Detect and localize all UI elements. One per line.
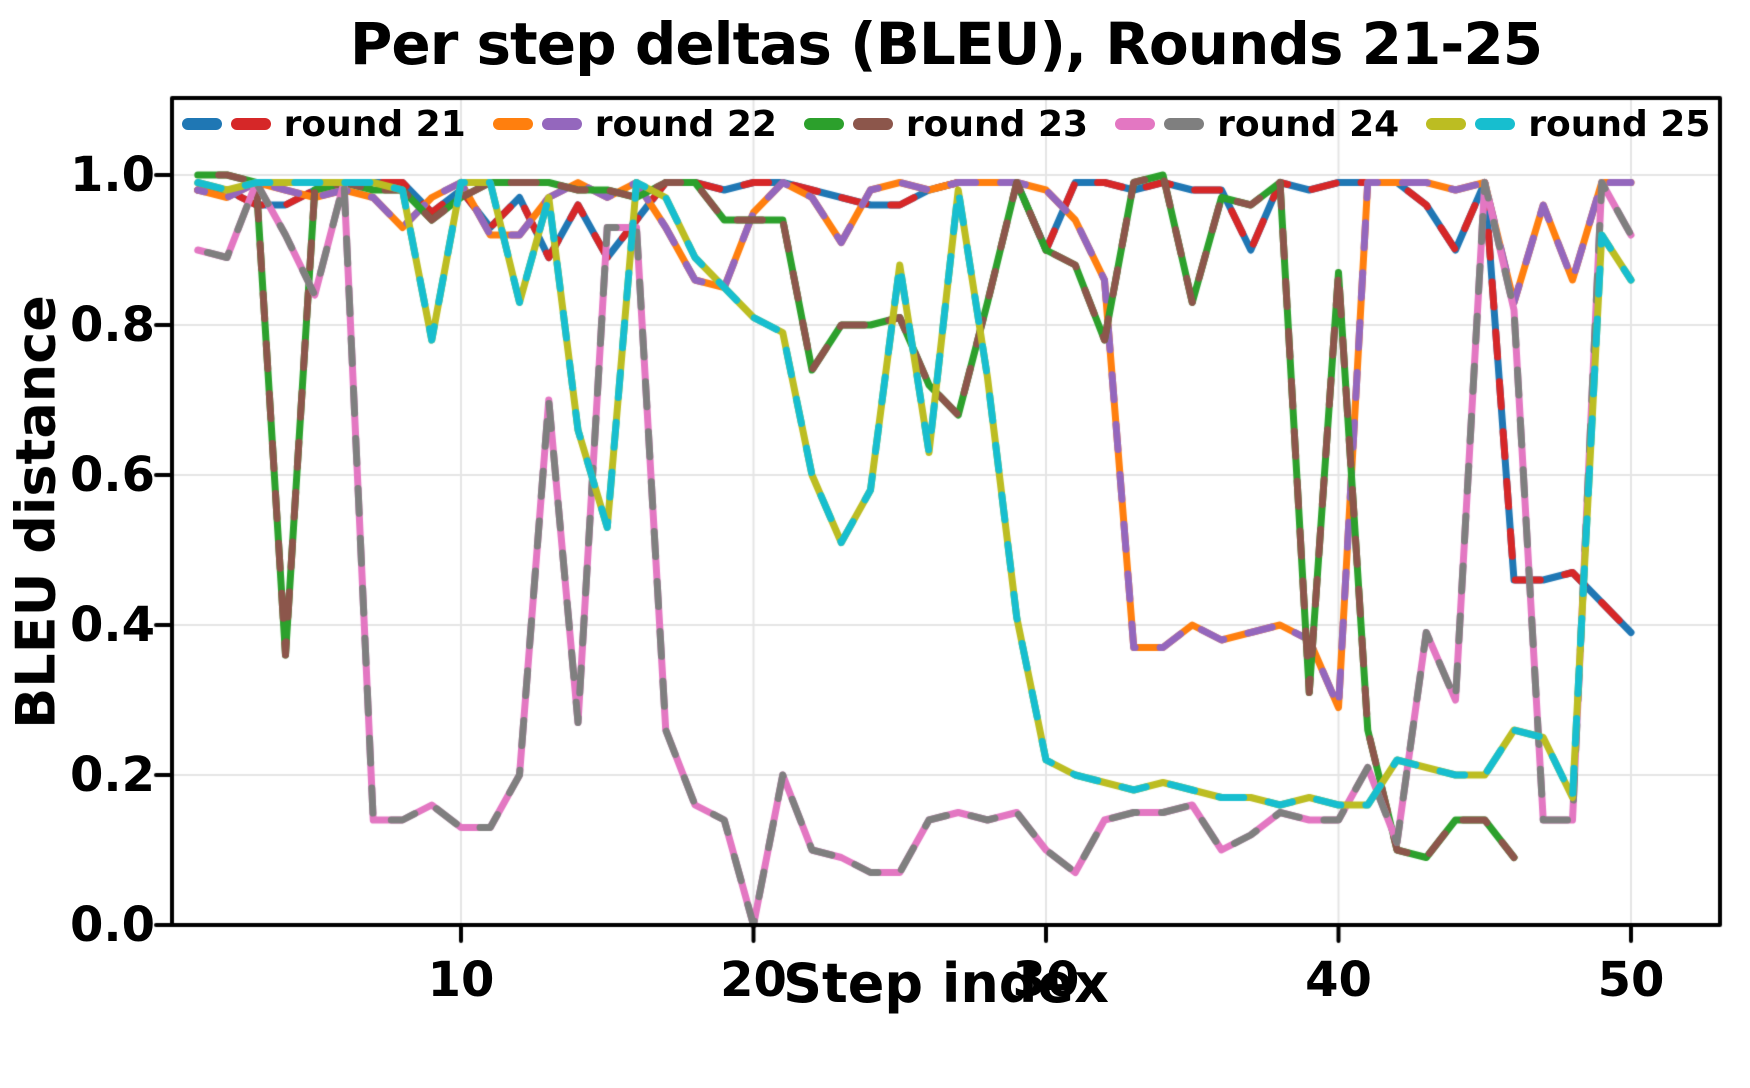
legend-item-round-25: round 25: [1426, 104, 1710, 145]
x-axis-label: Step index: [783, 952, 1109, 1015]
legend-item-round-21: round 21: [181, 103, 466, 145]
legend-label: round 22: [594, 103, 777, 145]
legend-label: round 23: [905, 103, 1089, 145]
legend-dash-icon: [181, 118, 222, 130]
y-tick-label: 0.4: [69, 597, 155, 653]
legend-label: round 21: [283, 103, 466, 145]
legend-dash-icon: [492, 118, 533, 130]
x-tick-label: 40: [1305, 952, 1372, 1008]
legend-item-round-23: round 23: [803, 103, 1089, 145]
legend-dash-icon: [1164, 118, 1205, 130]
y-tick-label: 0.2: [69, 747, 155, 803]
x-tick-label: 20: [720, 952, 787, 1008]
legend-dash-icon: [1475, 118, 1516, 130]
legend-label: round 24: [1217, 103, 1400, 145]
y-tick-label: 0.8: [69, 297, 155, 353]
legend-dash-icon: [852, 118, 893, 130]
legend-dash-icon: [230, 118, 271, 130]
legend-dash-icon: [1426, 118, 1467, 130]
legend-label: round 25: [1528, 103, 1711, 145]
legend-item-round-22: round 22: [492, 103, 777, 145]
y-tick-label: 0.6: [69, 447, 155, 503]
y-axis-label-text: BLEU distance: [4, 295, 68, 729]
chart-title: Per step deltas (BLEU), Rounds 21-25: [349, 10, 1543, 78]
legend-dash-icon: [1115, 118, 1156, 130]
legend-item-round-24: round 24: [1115, 104, 1399, 145]
y-tick-label: 0.0: [69, 897, 155, 953]
legend-dash-icon: [803, 118, 844, 130]
x-tick-label: 30: [1012, 952, 1080, 1008]
x-tick-label: 10: [427, 952, 495, 1008]
legend: round 21 round 22 round 23 round 24 round 25: [172, 102, 1720, 146]
x-tick-label: 50: [1597, 952, 1665, 1008]
legend-dash-icon: [541, 118, 582, 130]
y-tick-label: 1.0: [69, 147, 155, 203]
